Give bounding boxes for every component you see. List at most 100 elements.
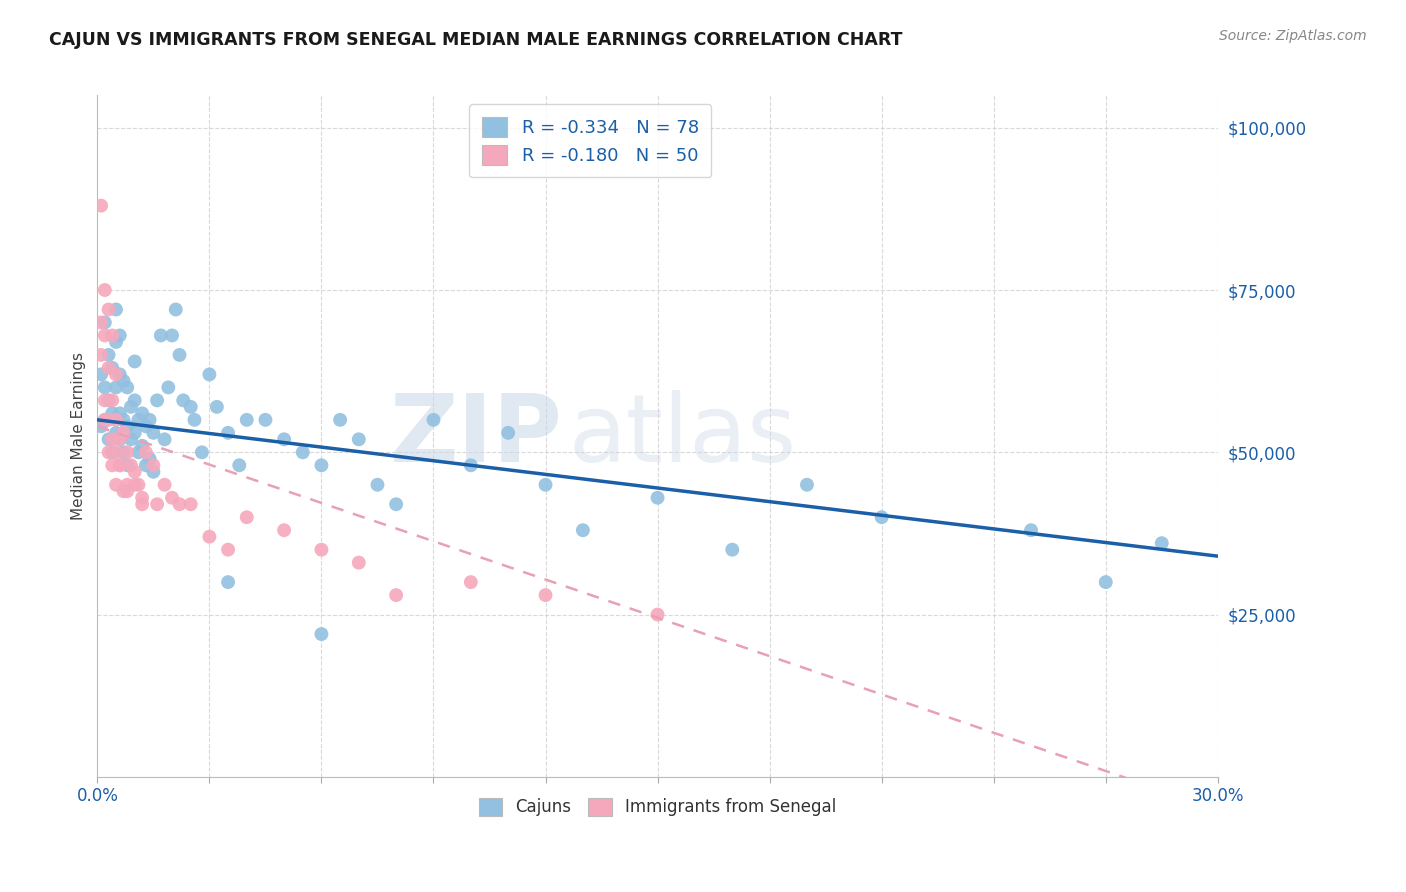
Text: Source: ZipAtlas.com: Source: ZipAtlas.com	[1219, 29, 1367, 43]
Point	[422, 413, 444, 427]
Point	[115, 458, 138, 473]
Point	[366, 477, 388, 491]
Point	[115, 477, 138, 491]
Point	[120, 458, 142, 473]
Point	[534, 477, 557, 491]
Point	[90, 199, 112, 213]
Point	[153, 477, 176, 491]
Point	[157, 380, 180, 394]
Point	[105, 302, 128, 317]
Point	[217, 542, 239, 557]
Point	[347, 556, 370, 570]
Point	[572, 523, 595, 537]
Point	[94, 283, 117, 297]
Point	[105, 425, 128, 440]
Point	[90, 316, 112, 330]
Legend: Cajuns, Immigrants from Senegal: Cajuns, Immigrants from Senegal	[472, 791, 842, 823]
Point	[160, 328, 183, 343]
Point	[127, 413, 149, 427]
Point	[112, 374, 135, 388]
Point	[721, 542, 744, 557]
Point	[115, 380, 138, 394]
Point	[127, 445, 149, 459]
Point	[115, 445, 138, 459]
Point	[101, 445, 124, 459]
Point	[291, 445, 314, 459]
Point	[94, 393, 117, 408]
Point	[160, 491, 183, 505]
Point	[146, 497, 169, 511]
Point	[108, 458, 131, 473]
Point	[329, 413, 352, 427]
Point	[112, 484, 135, 499]
Point	[90, 348, 112, 362]
Point	[124, 425, 146, 440]
Point	[97, 348, 120, 362]
Point	[198, 368, 221, 382]
Point	[131, 491, 153, 505]
Point	[105, 380, 128, 394]
Point	[146, 393, 169, 408]
Point	[460, 458, 482, 473]
Y-axis label: Median Male Earnings: Median Male Earnings	[72, 352, 86, 520]
Point	[127, 477, 149, 491]
Point	[94, 328, 117, 343]
Point	[90, 419, 112, 434]
Point	[101, 393, 124, 408]
Point	[124, 477, 146, 491]
Point	[131, 406, 153, 420]
Point	[1150, 536, 1173, 550]
Point	[385, 588, 408, 602]
Point	[105, 445, 128, 459]
Text: CAJUN VS IMMIGRANTS FROM SENEGAL MEDIAN MALE EARNINGS CORRELATION CHART: CAJUN VS IMMIGRANTS FROM SENEGAL MEDIAN …	[49, 31, 903, 49]
Point	[101, 406, 124, 420]
Point	[97, 413, 120, 427]
Point	[112, 413, 135, 427]
Point	[90, 368, 112, 382]
Point	[105, 477, 128, 491]
Point	[120, 400, 142, 414]
Point	[115, 484, 138, 499]
Point	[105, 334, 128, 349]
Point	[105, 368, 128, 382]
Point	[108, 433, 131, 447]
Point	[273, 523, 295, 537]
Point	[870, 510, 893, 524]
Point	[254, 413, 277, 427]
Point	[108, 433, 131, 447]
Point	[183, 413, 205, 427]
Point	[97, 433, 120, 447]
Point	[101, 433, 124, 447]
Point	[496, 425, 519, 440]
Point	[101, 328, 124, 343]
Point	[311, 627, 333, 641]
Point	[647, 491, 669, 505]
Point	[120, 433, 142, 447]
Point	[205, 400, 228, 414]
Point	[94, 413, 117, 427]
Point	[124, 393, 146, 408]
Point	[180, 497, 202, 511]
Point	[169, 497, 191, 511]
Point	[1094, 575, 1116, 590]
Point	[153, 433, 176, 447]
Point	[94, 413, 117, 427]
Point	[112, 425, 135, 440]
Point	[124, 354, 146, 368]
Point	[172, 393, 194, 408]
Point	[142, 458, 165, 473]
Point	[217, 575, 239, 590]
Point	[135, 419, 157, 434]
Point	[235, 510, 257, 524]
Point	[94, 316, 117, 330]
Point	[217, 425, 239, 440]
Point	[228, 458, 250, 473]
Point	[138, 413, 160, 427]
Point	[108, 328, 131, 343]
Point	[149, 328, 172, 343]
Point	[311, 458, 333, 473]
Point	[142, 465, 165, 479]
Point	[101, 360, 124, 375]
Point	[534, 588, 557, 602]
Point	[131, 439, 153, 453]
